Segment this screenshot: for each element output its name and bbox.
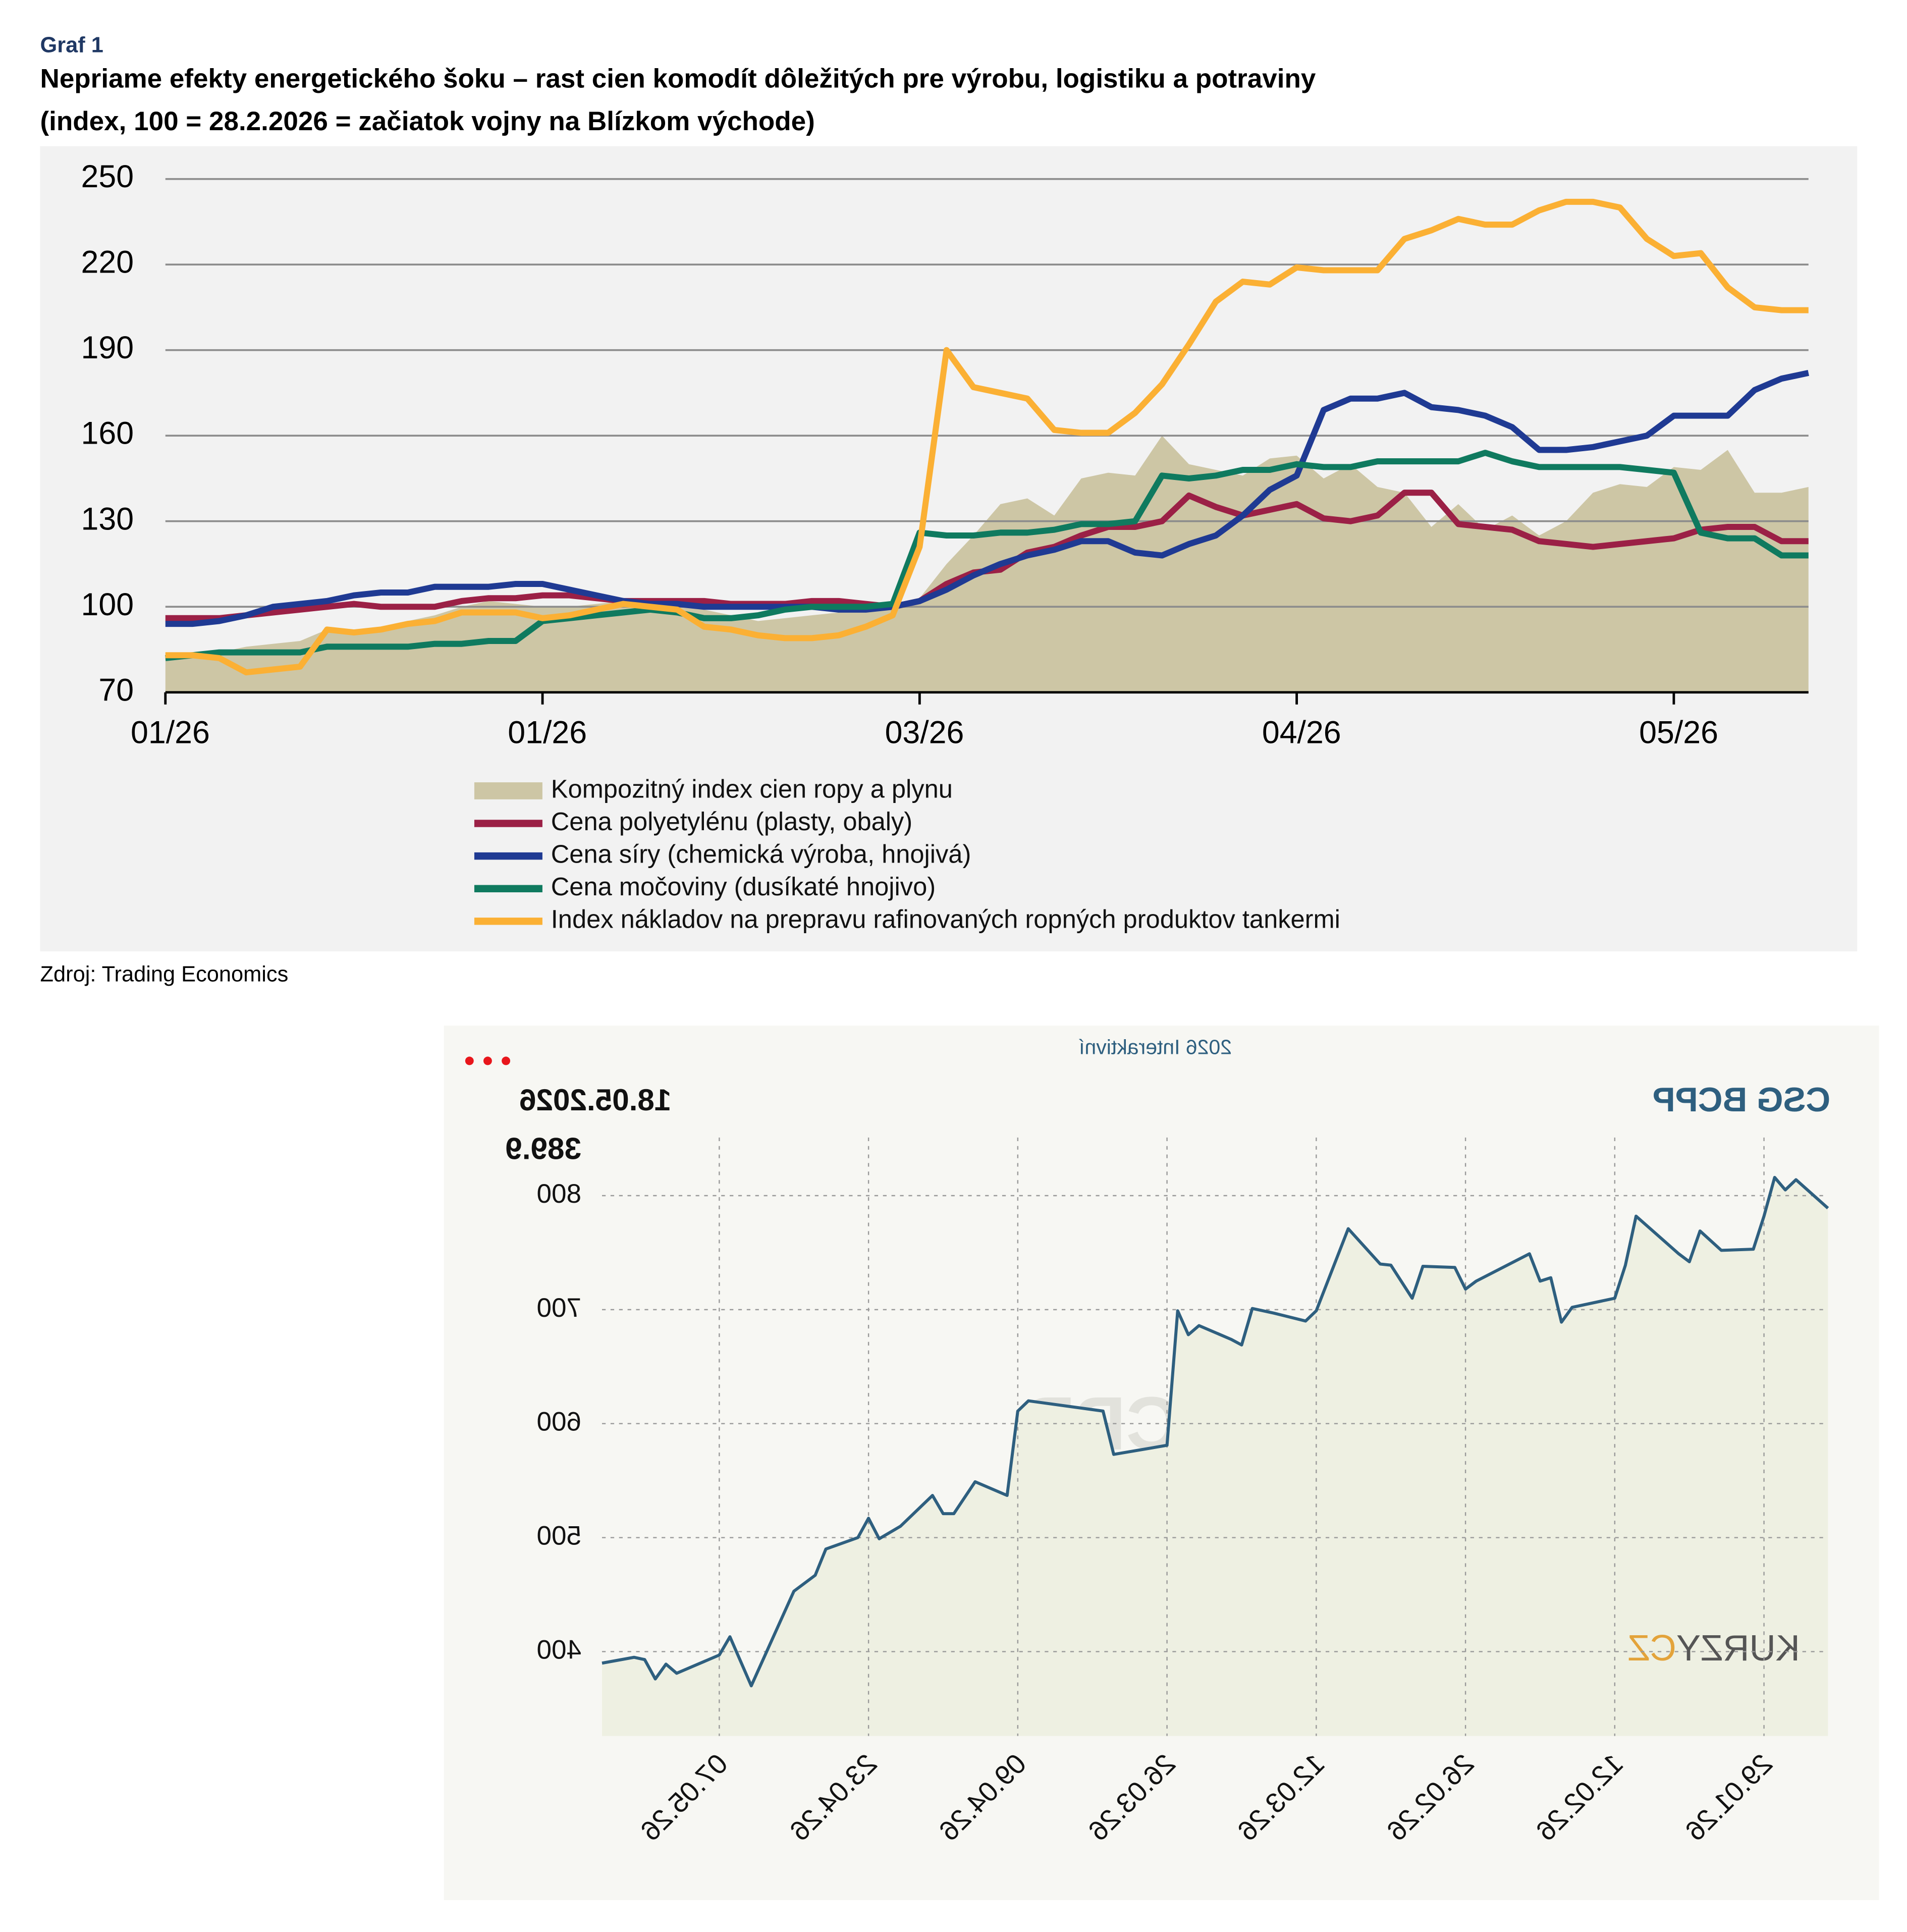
menu-dot[interactable] [483, 1056, 492, 1065]
current-date: 18.05.2026 [519, 1083, 672, 1117]
y-tick-label: 250 [81, 159, 134, 194]
x-tick-label: 04/26 [1262, 715, 1341, 750]
line [165, 198, 1809, 676]
y-tick-label: 220 [81, 245, 134, 280]
y-tick-label: 400 [537, 1635, 581, 1665]
logo: KURZYCZ [1628, 1628, 1800, 1669]
legend-label: Kompozitný index cien ropy a plynu [551, 774, 953, 803]
current-value: 389.9 [505, 1131, 581, 1165]
legend-swatch [474, 782, 542, 799]
line [165, 450, 1809, 661]
chart-title: CSG BCPP [1653, 1081, 1830, 1119]
x-tick-label: 03/26 [885, 715, 964, 750]
x-tick-label: 01/26 [131, 715, 210, 750]
y-tick-label: 190 [81, 330, 134, 365]
chart-title: Nepriame efekty energetického šoku – ras… [40, 64, 1316, 93]
logo-part: KURZY [1676, 1628, 1800, 1669]
menu-dot[interactable] [502, 1056, 511, 1065]
y-tick-label: 600 [537, 1407, 581, 1437]
area [602, 1177, 1828, 1736]
y-tick-label: 160 [81, 416, 134, 451]
y-tick-label: 500 [537, 1521, 581, 1551]
line [165, 370, 1810, 627]
chart-subtitle: (index, 100 = 28.2.2026 = začiatok vojny… [40, 106, 815, 136]
source: Zdroj: Trading Economics [40, 962, 289, 987]
legend-label: Cena močoviny (dusíkaté hnojivo) [551, 872, 936, 901]
menu-dot[interactable] [465, 1056, 474, 1065]
y-tick-label: 100 [81, 587, 134, 622]
logo-part: CZ [1628, 1628, 1676, 1669]
y-tick-label: 800 [537, 1179, 581, 1209]
legend-label: Index nákladov na prepravu rafinovaných … [551, 905, 1340, 934]
legend-label: Cena polyetylénu (plasty, obaly) [551, 807, 912, 836]
x-tick-label: 01/26 [508, 715, 587, 750]
chart-label: Graf 1 [40, 33, 103, 57]
legend-label: Cena síry (chemická výroba, hnojivá) [551, 840, 971, 869]
y-tick-label: 700 [537, 1293, 581, 1323]
line [602, 1175, 1829, 1688]
x-tick-label: 05/26 [1639, 715, 1718, 750]
header: 2026 Interaktivní [1079, 1036, 1232, 1059]
y-tick-label: 130 [81, 501, 134, 536]
y-tick-label: 70 [98, 672, 134, 708]
